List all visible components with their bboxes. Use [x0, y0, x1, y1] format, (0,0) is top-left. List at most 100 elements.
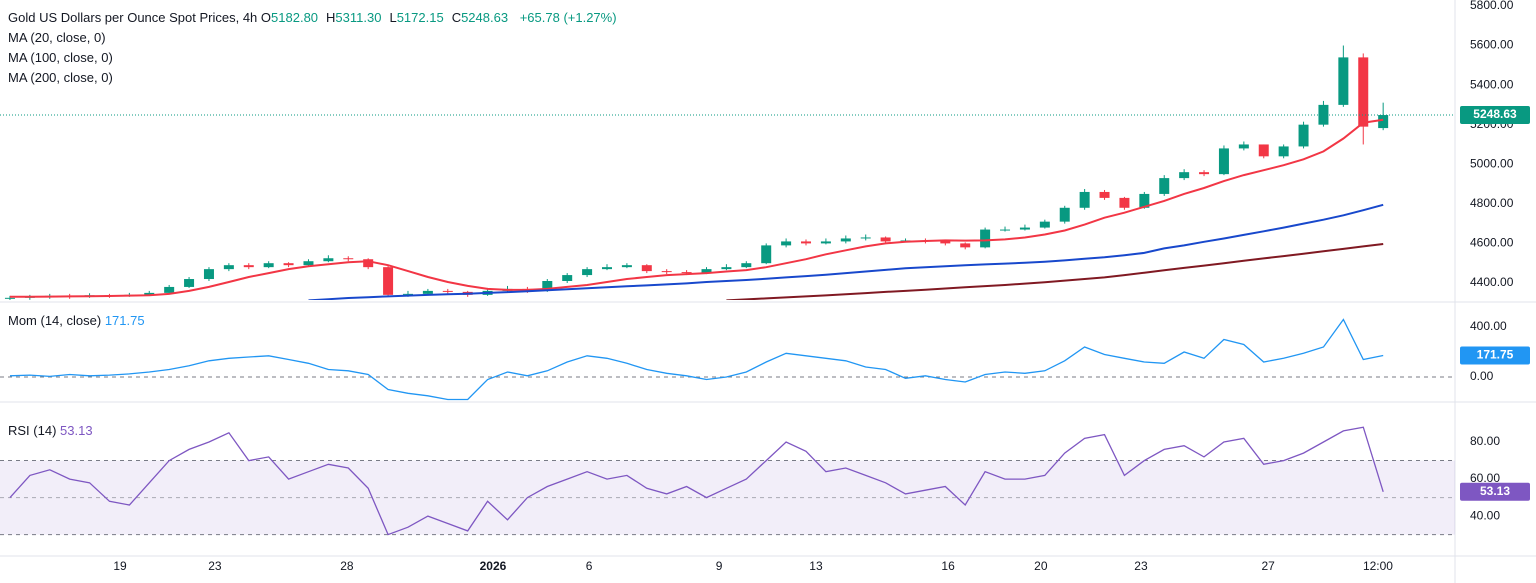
ma-line	[726, 243, 1384, 300]
y-tick-label: 60.00	[1470, 471, 1500, 485]
candle-body	[383, 267, 394, 295]
y-tick-label: 5800.00	[1470, 0, 1514, 12]
candle-body	[1179, 172, 1190, 179]
candle-body	[263, 263, 274, 268]
candle-body	[681, 272, 692, 274]
candle-body	[582, 269, 593, 276]
ohlc-label: H	[326, 10, 336, 25]
candle-body	[343, 258, 354, 260]
y-tick-label: 4600.00	[1470, 236, 1514, 250]
ohlc-label: O	[260, 10, 272, 25]
candle-body	[601, 267, 612, 270]
y-tick-label: 40.00	[1470, 508, 1500, 522]
ohlc-value: 5172.15	[396, 10, 444, 25]
candle-body	[1019, 227, 1030, 230]
candle-body	[840, 238, 851, 242]
y-tick-label: 4800.00	[1470, 196, 1514, 210]
candle-body	[820, 241, 831, 244]
candle-body	[1059, 207, 1070, 222]
candle-body	[860, 237, 871, 239]
x-tick-label: 13	[809, 559, 823, 573]
pane-title: Mom (14, close)	[8, 313, 102, 328]
candle-body	[203, 269, 214, 280]
y-tick-label: 0.00	[1470, 369, 1494, 383]
candle-body	[781, 241, 792, 246]
candle-body	[1218, 148, 1229, 175]
x-tick-label: 2026	[480, 559, 507, 573]
candle-body	[1079, 191, 1090, 208]
ma-entry: MA (200, close, 0)	[8, 68, 617, 88]
y-tick-label: 80.00	[1470, 434, 1500, 448]
candle-body	[621, 265, 632, 268]
candle-body	[1000, 229, 1011, 231]
indicator-line	[9, 318, 1384, 401]
ohlc-value: 5311.30	[335, 10, 382, 25]
x-tick-label: 6	[586, 559, 593, 573]
candle-body	[1139, 193, 1150, 208]
candle-body	[243, 265, 254, 268]
ohlc-label: C	[451, 10, 462, 25]
x-tick-label: 28	[340, 559, 354, 573]
pane-title: RSI (14)	[8, 423, 57, 438]
ohlc-label: L	[389, 10, 397, 25]
legend-change: +65.78 (+1.27%)	[519, 10, 617, 25]
candle-body	[1119, 197, 1130, 208]
last-price-label: 5248.63	[1473, 107, 1517, 121]
y-tick-label: 4400.00	[1470, 275, 1514, 289]
candle-body	[1039, 221, 1050, 228]
candle-body	[801, 241, 812, 244]
candle-body	[701, 269, 712, 274]
legend-title: Gold US Dollars per Ounce Spot Prices, 4…	[8, 10, 258, 25]
y-tick-label: 400.00	[1470, 319, 1507, 333]
x-tick-label: 19	[113, 559, 127, 573]
candle-body	[323, 258, 334, 262]
pane-value: 171.75	[104, 313, 145, 328]
candle-body	[1378, 115, 1389, 129]
candle-body	[1238, 144, 1249, 149]
y-tick-label: 5600.00	[1470, 38, 1514, 52]
indicator-value-label-box	[1460, 482, 1530, 501]
x-tick-label: 12:00	[1363, 559, 1393, 573]
ma-list: MA (20, close, 0) MA (100, close, 0) MA (2…	[8, 28, 617, 88]
x-tick-label: 20	[1034, 559, 1048, 573]
candle-body	[402, 293, 413, 295]
candle-body	[1338, 57, 1349, 105]
candle-body	[960, 243, 971, 248]
pane-value: 53.13	[60, 423, 93, 438]
ma-line	[10, 118, 1384, 298]
last-price-label-box	[1460, 106, 1530, 125]
candle-body	[1258, 144, 1269, 157]
ma-name: MA (100, close, 0)	[8, 50, 113, 65]
y-tick-label: 5400.00	[1470, 77, 1514, 91]
candle-body	[1358, 57, 1369, 127]
ma-name: MA (20, close, 0)	[8, 30, 106, 45]
ohlc-value: 5248.63	[461, 10, 509, 25]
candle-body	[144, 292, 155, 295]
candle-body	[223, 265, 234, 270]
ma-line	[308, 203, 1384, 300]
candle-body	[661, 271, 672, 273]
candle-body	[303, 261, 314, 266]
candle-body	[1199, 172, 1210, 175]
candle-body	[880, 237, 891, 242]
candle-body	[761, 245, 772, 264]
candle-body	[741, 263, 752, 268]
candle-body	[283, 263, 294, 266]
ohlc: O5182.80 H5311.30 L5172.15 C5248.63	[261, 10, 516, 25]
candle-body	[422, 290, 433, 294]
indicator-value-label: 53.13	[1480, 484, 1510, 498]
candle-body	[721, 267, 732, 270]
indicator-line	[9, 426, 1384, 536]
x-tick-label: 27	[1261, 559, 1275, 573]
candle-body	[1159, 178, 1170, 194]
candle-body	[4, 297, 15, 299]
candle-body	[980, 229, 991, 248]
candle-body	[1099, 191, 1110, 198]
candle-body	[1298, 124, 1309, 147]
main-legend: Gold US Dollars per Ounce Spot Prices, 4…	[8, 8, 617, 88]
ma-entry: MA (20, close, 0)	[8, 28, 617, 48]
candle-body	[562, 275, 573, 282]
candle-body	[164, 286, 175, 293]
